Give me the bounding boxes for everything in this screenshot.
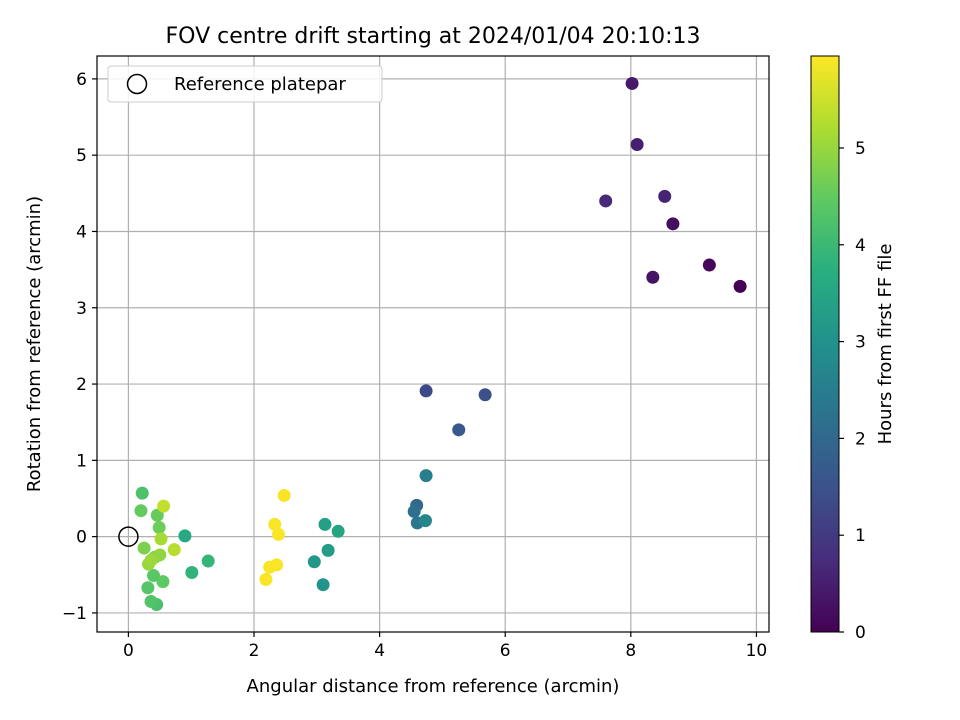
colorbar-gradient [810,55,840,633]
data-point [134,504,148,518]
x-tick-label: 10 [746,641,768,661]
x-axis-ticks: 0 2 4 6 8 10 [123,632,767,661]
legend-entry-reference-platepar: Reference platepar [174,74,346,95]
data-point [156,575,170,589]
data-point [452,423,466,437]
x-tick-label: 4 [374,641,385,661]
plot-area: 0 2 4 6 8 10 −1 0 1 2 3 4 5 6 [62,55,770,661]
data-point [259,572,273,586]
x-tick-label: 8 [625,641,636,661]
y-tick-label: 0 [76,528,87,548]
data-point [268,517,282,531]
data-point [331,524,345,538]
data-point [630,137,644,151]
data-point [625,76,639,90]
y-tick-label: 3 [76,299,87,319]
data-point [702,258,716,272]
x-tick-label: 0 [123,641,134,661]
data-point [141,581,155,595]
grid [97,56,769,632]
data-point [272,527,286,541]
colorbar-ticks: 0 1 2 3 4 5 [839,139,866,643]
legend-box [107,65,383,103]
data-point [318,517,332,531]
colorbar-tick-label: 1 [855,526,866,546]
data-point [201,554,215,568]
data-point [137,541,151,555]
colorbar-tick-label: 0 [855,623,866,643]
data-points [134,76,747,612]
data-point [419,384,433,398]
data-point [418,514,432,528]
colorbar-label: Hours from first FF file [875,244,896,445]
data-point [152,520,166,534]
data-point [599,194,613,208]
y-axis-ticks: −1 0 1 2 3 4 5 6 [62,70,97,624]
reference-platepar-marker [118,526,139,547]
x-axis-label: Angular distance from reference (arcmin) [247,676,620,697]
data-point [658,189,672,203]
colorbar-tick-label: 4 [855,236,866,256]
data-point [167,543,181,557]
plot-frame [96,55,770,633]
legend: Reference platepar [107,65,383,103]
data-point [270,558,284,572]
data-point [419,469,433,483]
data-point [478,388,492,402]
data-point [316,578,330,592]
data-point [154,532,168,546]
colorbar-tick-label: 2 [855,429,866,449]
data-point [150,508,164,522]
data-point [144,594,158,608]
y-tick-label: 6 [76,70,87,90]
data-point [135,486,149,500]
data-point [277,488,291,502]
y-tick-label: −1 [62,604,87,624]
data-point [733,279,747,293]
data-point [321,543,335,557]
x-tick-label: 2 [249,641,260,661]
data-point [144,553,158,567]
data-point [307,555,321,569]
data-point [185,565,199,579]
colorbar-tick-label: 3 [855,333,866,353]
colorbar-tick-label: 5 [855,139,866,159]
legend-reference-icon [126,73,148,95]
data-point [157,499,171,513]
data-point [646,270,660,284]
data-point [407,504,421,518]
data-point [666,217,680,231]
y-tick-label: 2 [76,375,87,395]
y-tick-label: 4 [76,222,87,242]
chart-title: FOV centre drift starting at 2024/01/04 … [166,24,701,49]
colorbar: 0 1 2 3 4 5 Hours from first FF file [810,55,896,643]
y-axis-label: Rotation from reference (arcmin) [24,196,45,492]
x-tick-label: 6 [500,641,511,661]
y-tick-label: 5 [76,146,87,166]
data-point [178,529,192,543]
y-tick-label: 1 [76,451,87,471]
data-point [147,569,161,583]
